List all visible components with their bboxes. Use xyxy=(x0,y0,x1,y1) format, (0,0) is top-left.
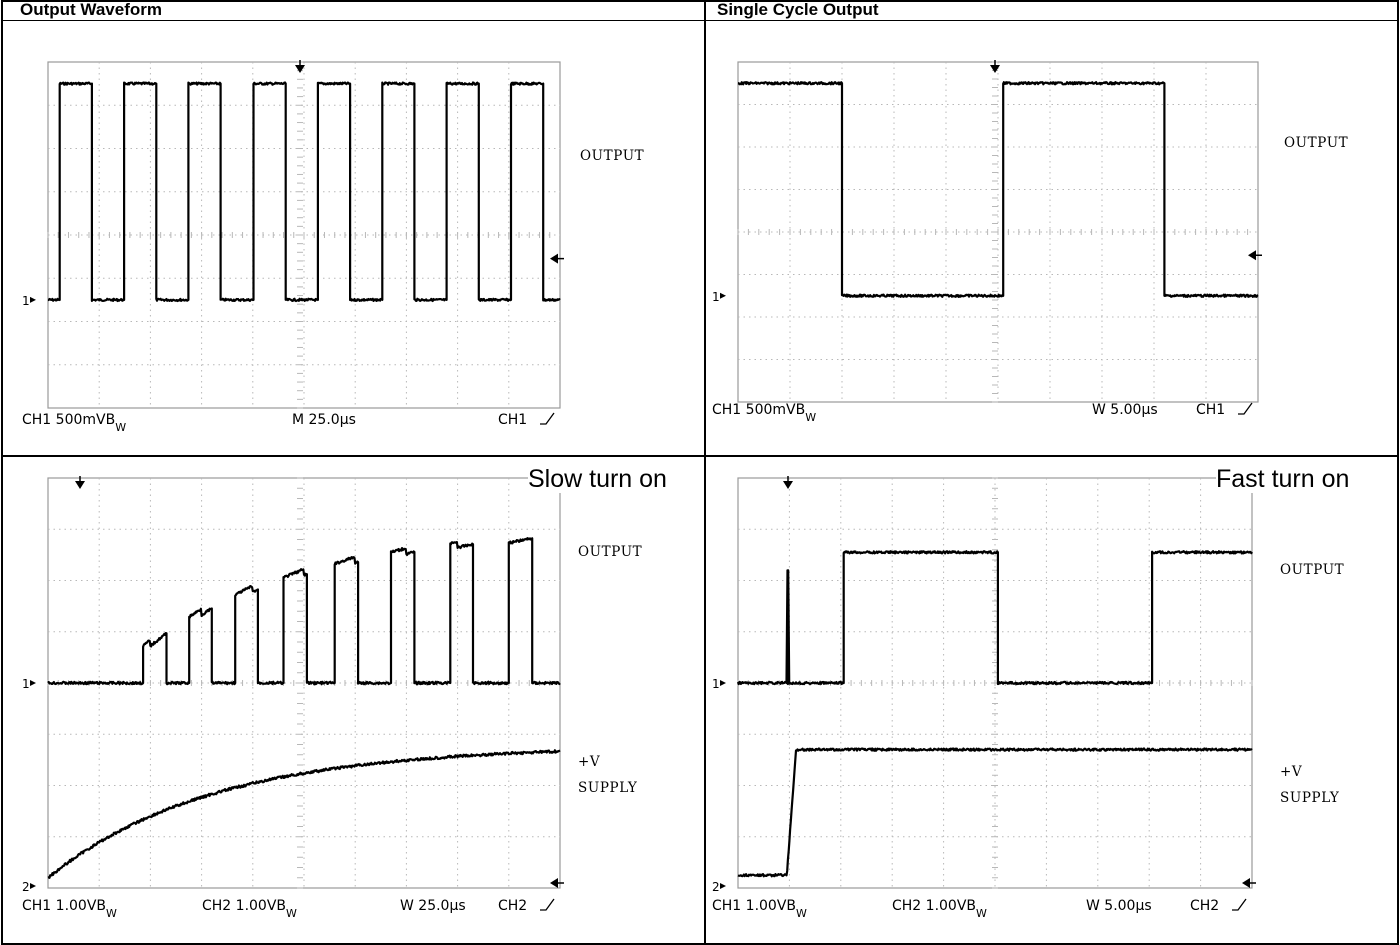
trigger-level-marker xyxy=(1248,250,1256,261)
trigger-slope-icon xyxy=(540,412,555,425)
signal-label: +V xyxy=(1280,764,1302,780)
trigger-position-marker xyxy=(783,481,793,489)
table-border-left xyxy=(1,0,3,945)
trigger-position-marker xyxy=(295,65,305,73)
status-timebase: W 5.00µs xyxy=(1092,402,1158,418)
signal-label: SUPPLY xyxy=(578,780,638,796)
signal-label: OUTPUT xyxy=(578,544,642,560)
status-ch1-scale: CH1 500mVBW xyxy=(712,402,816,424)
ch1-ground-arrow xyxy=(30,296,36,303)
ch2-ground-arrow xyxy=(720,883,726,889)
label-fast-turn-on: Fast turn on xyxy=(1216,465,1350,493)
trace-output xyxy=(737,81,1259,298)
trigger-level-marker xyxy=(550,253,558,264)
trace-output xyxy=(47,81,561,303)
table-border-bottom xyxy=(1,943,1399,945)
ch1-ground-arrow xyxy=(720,292,726,299)
trigger-level-marker xyxy=(1242,878,1250,888)
status-timebase: M 25.0µs xyxy=(292,412,356,428)
trigger-slope-icon xyxy=(1238,402,1253,415)
signal-label: OUTPUT xyxy=(580,148,644,164)
table-border-right xyxy=(1397,0,1399,945)
trace-v-supply xyxy=(47,749,561,879)
status-ch2-scale: CH2 1.00VBW xyxy=(202,898,297,920)
status-ch1-scale: CH1 1.00VBW xyxy=(22,898,117,920)
signal-label: SUPPLY xyxy=(1280,790,1340,806)
status-trigger-source: CH1 xyxy=(1196,402,1225,418)
ch1-ground-arrow xyxy=(720,680,726,686)
trace-output xyxy=(47,537,561,686)
ch2-ground-marker: 2 xyxy=(712,880,720,894)
ch1-ground-arrow xyxy=(30,680,36,686)
status-trigger-source: CH1 xyxy=(498,412,527,428)
ch1-ground-marker: 1 xyxy=(22,677,30,691)
status-trigger-source: CH2 xyxy=(1190,898,1219,914)
trace-v-supply xyxy=(737,747,1253,878)
trigger-position-marker xyxy=(75,481,85,489)
ch1-ground-marker: 1 xyxy=(712,290,720,304)
table-row-rule xyxy=(1,455,1399,457)
status-trigger-source: CH2 xyxy=(498,898,527,914)
status-timebase: W 5.00µs xyxy=(1086,898,1152,914)
table-header-rule xyxy=(1,20,1399,21)
trigger-position-marker xyxy=(990,65,1000,73)
status-timebase: W 25.0µs xyxy=(400,898,466,914)
header-output-waveform: Output Waveform xyxy=(20,0,162,19)
scope-panel-1: 1 OUTPUT CH1 500mVBW M 25.0µs CH1 xyxy=(22,60,644,434)
scope-panel-2: 1 OUTPUT CH1 500mVBW W 5.00µs CH1 xyxy=(712,60,1348,424)
scope-panel-3: 1 2 OUTPUT +V SUPPLY CH1 1.00VBW CH2 1.00VBW W … xyxy=(22,476,642,920)
signal-label: OUTPUT xyxy=(1284,135,1348,151)
trigger-level-marker xyxy=(550,878,558,888)
table-border-top xyxy=(1,0,1399,2)
ch2-ground-arrow xyxy=(30,883,36,889)
trigger-slope-icon xyxy=(1232,898,1247,911)
ch1-ground-marker: 1 xyxy=(22,294,30,308)
ch2-ground-marker: 2 xyxy=(22,880,30,894)
status-ch1-scale: CH1 1.00VBW xyxy=(712,898,807,920)
trace-output xyxy=(736,550,1253,686)
trigger-slope-icon xyxy=(540,898,555,911)
signal-label: +V xyxy=(578,754,600,770)
scope-panel-4: 1 2 OUTPUT +V SUPPLY CH1 1.00VBW CH2 1.00VBW W … xyxy=(712,476,1344,920)
status-ch2-scale: CH2 1.00VBW xyxy=(892,898,987,920)
signal-label: OUTPUT xyxy=(1280,562,1344,578)
status-ch1-scale: CH1 500mVBW xyxy=(22,412,126,434)
label-slow-turn-on: Slow turn on xyxy=(528,465,667,493)
table-divider-vertical xyxy=(704,0,706,945)
header-single-cycle-output: Single Cycle Output xyxy=(717,0,879,19)
ch1-ground-marker: 1 xyxy=(712,677,720,691)
